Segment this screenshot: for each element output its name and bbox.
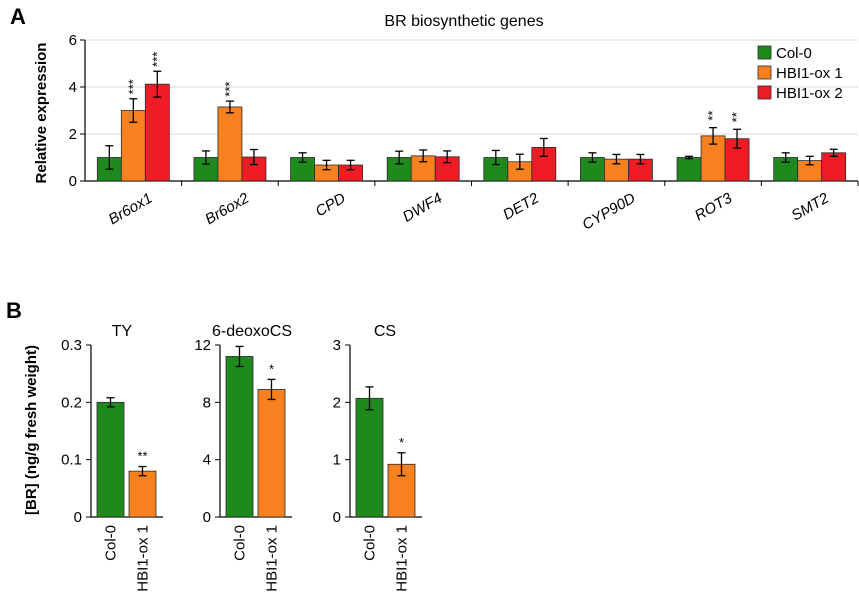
chart-b1-y-tick-label-3: 0.3 xyxy=(61,337,82,354)
chart-a-legend-label-1: HBI1-ox 1 xyxy=(776,65,843,82)
chart-b1-y-tick-label-1: 0.1 xyxy=(61,452,82,469)
chart-a-bar-1-1 xyxy=(217,106,243,182)
chart-a-legend-swatch-1 xyxy=(757,65,772,80)
chart-b3-y-tick-label-1: 1 xyxy=(333,452,341,469)
chart-a-sig-0-2: *** xyxy=(149,52,164,67)
panel-label-a: A xyxy=(10,4,26,29)
chart-b1-bar-1 xyxy=(128,470,157,518)
chart-b3-bar-0 xyxy=(355,397,384,518)
chart-a-y-tick-label-2: 4 xyxy=(69,79,77,96)
chart-a-y-axis-label: Relative expression xyxy=(33,43,50,184)
chart-a-sig-6-2: ** xyxy=(729,112,744,122)
chart-a-sig-0-1: *** xyxy=(125,79,140,94)
chart-a-sig-1-1: *** xyxy=(222,82,237,97)
chart-b2-y-tick-label-1: 4 xyxy=(203,452,211,469)
chart-a-legend-label-2: HBI1-ox 2 xyxy=(776,85,843,102)
chart-b3-y-tick-label-0: 0 xyxy=(333,509,341,526)
chart-b3-y-tick-label-3: 3 xyxy=(333,337,341,354)
chart-b2-y-tick-label-0: 0 xyxy=(203,509,211,526)
chart-a-y-tick-label-3: 6 xyxy=(69,32,77,49)
chart-b1-y-tick-label-0: 0 xyxy=(74,509,82,526)
chart-a-title: BR biosynthetic genes xyxy=(384,13,543,30)
panel-label-b: B xyxy=(6,298,22,323)
chart-a-y-tick-label-0: 0 xyxy=(69,173,77,190)
chart-a-legend-swatch-2 xyxy=(757,85,772,100)
chart-b1-title: TY xyxy=(112,323,133,340)
chart-b3-x-tick-label-0: Col-0 xyxy=(362,525,379,561)
chart-b1-x-tick-label-1: HBI1-ox 1 xyxy=(135,525,152,592)
chart-a-bar-0-2 xyxy=(144,83,170,182)
chart-b2-y-tick-label-2: 8 xyxy=(203,394,211,411)
chart-a-bar-0-1 xyxy=(120,110,146,182)
chart-a-y-tick-label-1: 2 xyxy=(69,126,77,143)
chart-b2-sig-1: * xyxy=(269,361,274,376)
chart-a-x-tick-label-5: CYP90D xyxy=(579,190,638,234)
chart-a-x-tick-label-6: ROT3 xyxy=(692,189,736,224)
chart-b2-y-tick-label-3: 12 xyxy=(194,337,211,354)
chart-b3-x-tick-label-1: HBI1-ox 1 xyxy=(394,525,411,592)
chart-b2-x-tick-label-0: Col-0 xyxy=(232,525,249,561)
chart-b3-y-tick-label-2: 2 xyxy=(333,394,341,411)
chart-b2-bar-0 xyxy=(225,356,254,518)
chart-b2-title: 6-deoxoCS xyxy=(212,323,292,340)
chart-a-x-tick-label-3: DWF4 xyxy=(400,190,445,226)
chart-b1-x-tick-label-0: Col-0 xyxy=(103,525,120,561)
chart-a-legend-swatch-0 xyxy=(757,45,772,60)
chart-b-br-levels: [BR] (ng/g fresh weight) TY 6-deoxoCS CS… xyxy=(23,323,422,592)
chart-a-bar-6-0 xyxy=(676,157,702,182)
chart-b1-sig-1: ** xyxy=(137,449,147,464)
chart-b3-title: CS xyxy=(374,323,396,340)
chart-b1-bar-0 xyxy=(96,401,125,518)
chart-b-y-axis-label: [BR] (ng/g fresh weight) xyxy=(23,345,40,515)
chart-a-legend-label-0: Col-0 xyxy=(776,45,812,62)
chart-b1-y-tick-label-2: 0.2 xyxy=(61,394,82,411)
chart-a-x-tick-label-1: Br6ox2 xyxy=(202,189,252,228)
chart-b2-x-tick-label-1: HBI1-ox 1 xyxy=(264,525,281,592)
chart-b2-bar-1 xyxy=(257,389,286,518)
chart-a-x-tick-label-0: Br6ox1 xyxy=(106,190,156,228)
chart-a-x-tick-label-7: SMT2 xyxy=(789,189,833,224)
chart-a-x-tick-label-4: DET2 xyxy=(500,189,542,223)
chart-b3-sig-1: * xyxy=(399,435,404,450)
chart-a-bar-7-2 xyxy=(821,152,847,182)
chart-a-x-tick-label-2: CPD xyxy=(313,190,349,221)
chart-a-gene-expression: BR biosynthetic genes Relative expressio… xyxy=(33,13,859,234)
chart-a-sig-6-1: ** xyxy=(705,111,720,121)
